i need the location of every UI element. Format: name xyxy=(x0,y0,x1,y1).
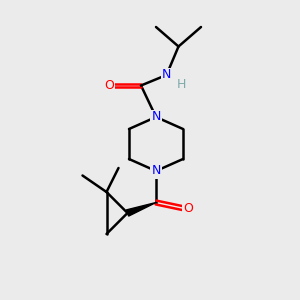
Text: O: O xyxy=(104,79,114,92)
Text: O: O xyxy=(184,202,193,215)
Text: N: N xyxy=(162,68,171,82)
Polygon shape xyxy=(126,202,156,216)
Text: N: N xyxy=(151,110,161,124)
Text: H: H xyxy=(177,77,186,91)
Text: N: N xyxy=(151,164,161,178)
